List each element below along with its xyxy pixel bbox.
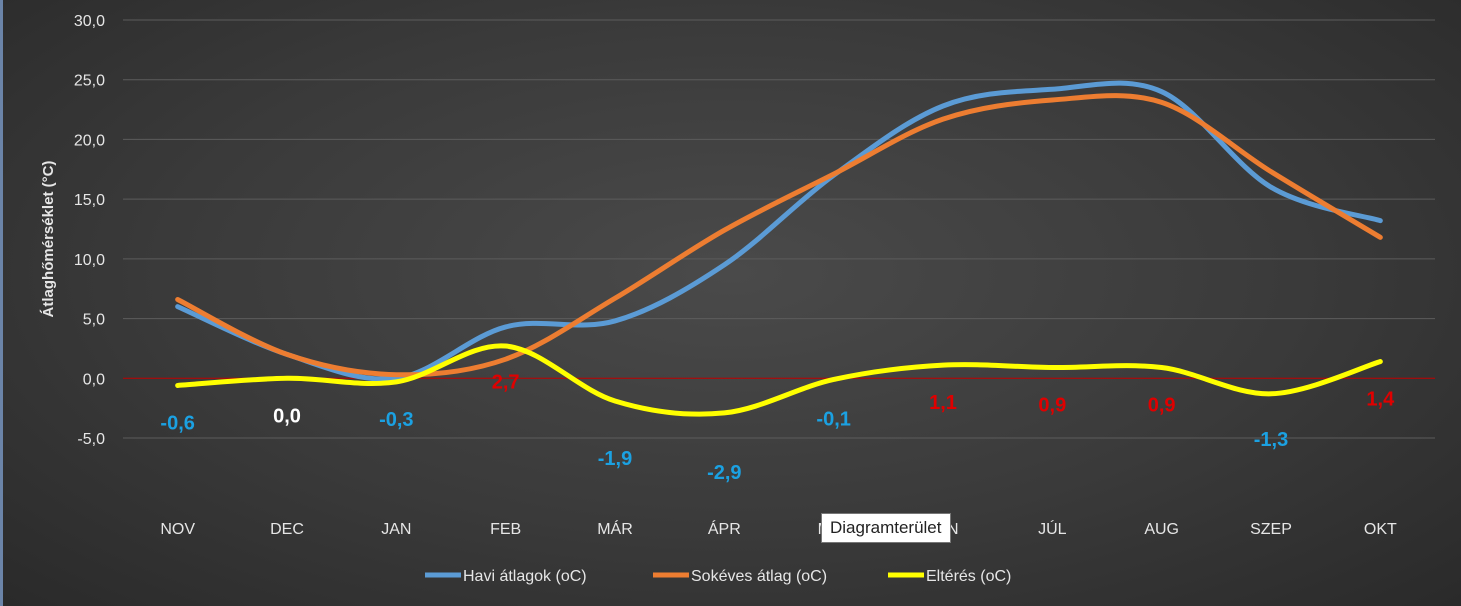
data-label: -0,3 (379, 409, 413, 431)
x-tick-label: DEC (270, 521, 304, 538)
data-label: -2,9 (707, 462, 741, 484)
chart-area-tooltip: Diagramterület (821, 513, 951, 543)
data-label: -1,3 (1254, 429, 1288, 451)
data-label: 1,4 (1366, 389, 1395, 411)
x-tick-label: NOV (160, 521, 195, 538)
y-tick-label: 5,0 (83, 312, 105, 329)
data-label: 1,1 (929, 392, 957, 414)
elteres-line (175, 343, 1383, 417)
havi-atlagok-line (175, 80, 1383, 382)
y-tick-label: 25,0 (74, 73, 105, 90)
x-tick-label: JÚL (1038, 519, 1067, 538)
y-tick-label: 10,0 (74, 252, 105, 269)
y-axis-label: Átlaghőmérséklet (°C) (40, 161, 57, 318)
data-label: -0,6 (160, 412, 194, 434)
x-tick-label: JAN (381, 521, 411, 538)
legend-entry: Sokéves átlag (oC) (691, 568, 827, 585)
data-label: 0,0 (273, 405, 301, 427)
x-tick-label: MÁR (597, 519, 633, 538)
y-tick-label: 15,0 (74, 192, 105, 209)
x-tick-label: FEB (490, 521, 521, 538)
data-label: -0,1 (816, 408, 850, 430)
y-tick-label: 30,0 (74, 13, 105, 30)
line-chart: -5,0 0,0 5,0 10,0 15,0 20,0 25,0 30,0 Átlaghőmér… (40, 13, 1435, 585)
x-tick-label: AUG (1144, 521, 1179, 538)
sokeves-atlag-line (175, 93, 1383, 378)
data-label: 0,9 (1038, 395, 1066, 417)
y-tick-label: 20,0 (74, 132, 105, 149)
data-label: 2,7 (492, 371, 520, 393)
legend-entry: Havi átlagok (oC) (463, 568, 587, 585)
x-tick-label: ÁPR (708, 519, 741, 538)
y-tick-label: -5,0 (77, 431, 105, 448)
data-label: 0,9 (1148, 395, 1176, 417)
data-label: -1,9 (598, 448, 632, 470)
legend-entry: Eltérés (oC) (926, 568, 1011, 585)
x-tick-label: OKT (1364, 521, 1397, 538)
x-tick-label: SZEP (1250, 521, 1292, 538)
y-tick-label: 0,0 (83, 371, 105, 388)
